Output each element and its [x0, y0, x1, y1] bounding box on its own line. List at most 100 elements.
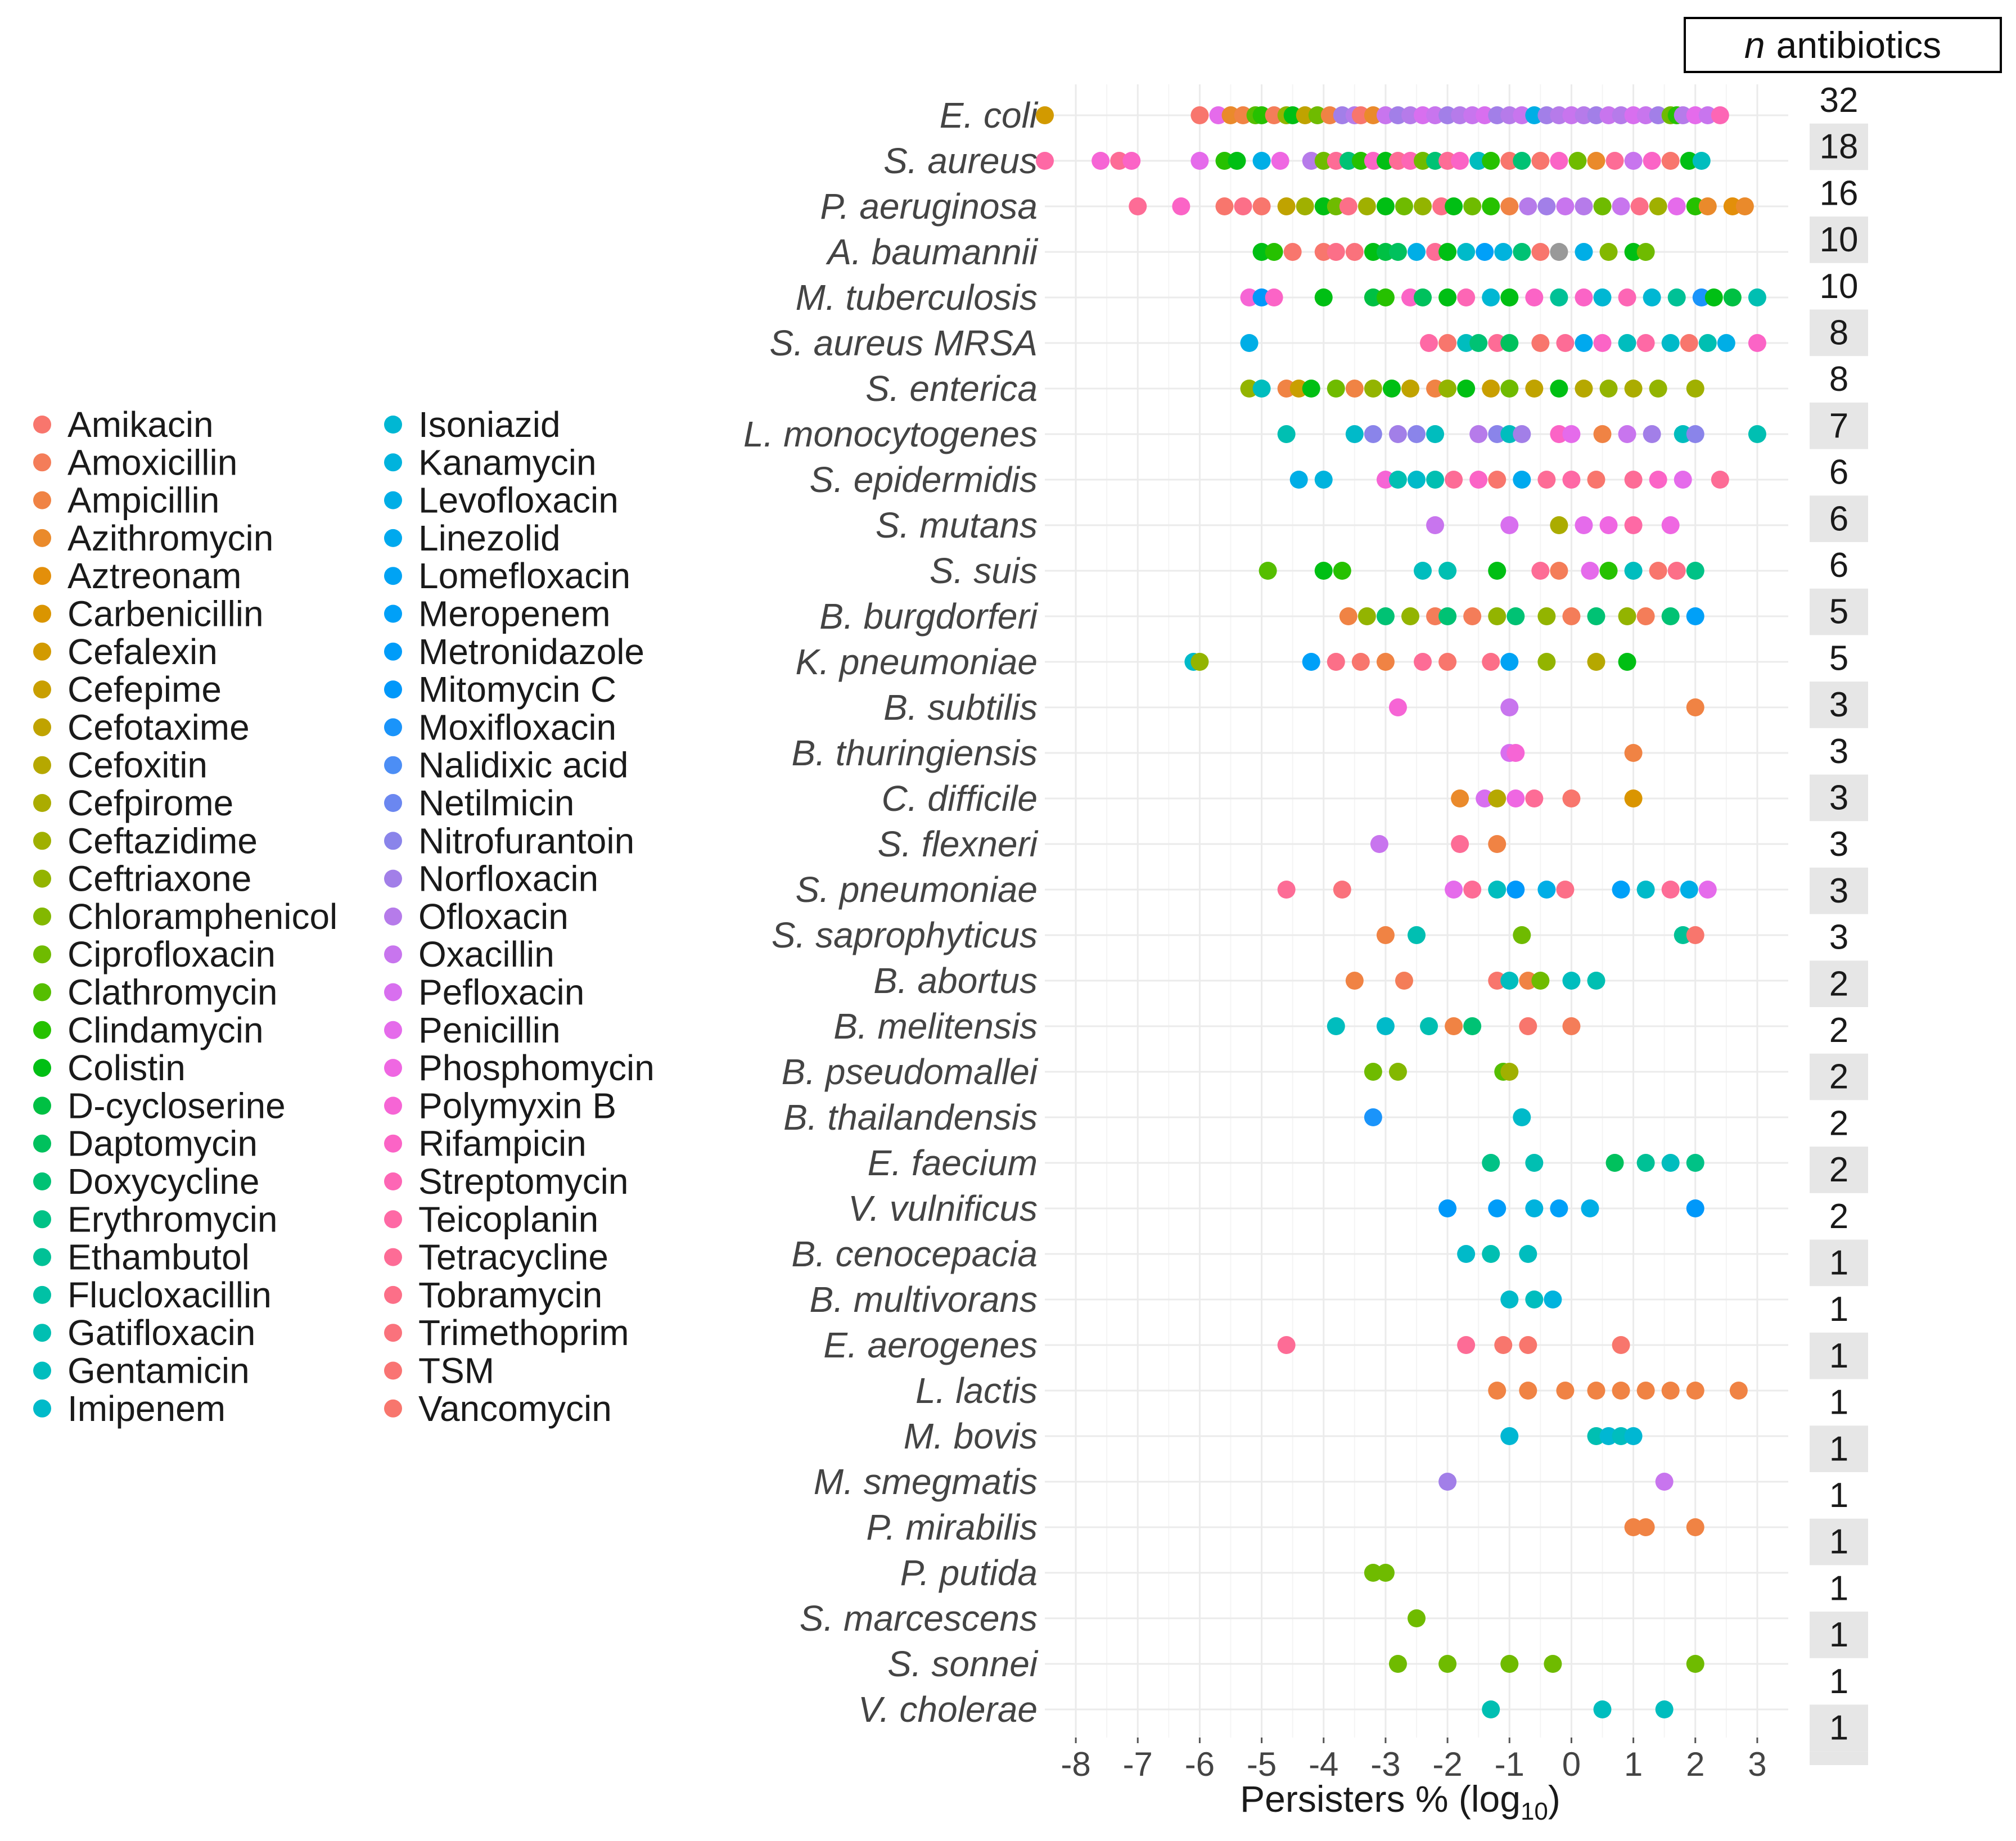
data-point: [1550, 243, 1568, 261]
data-point: [1537, 471, 1556, 489]
data-point: [1357, 197, 1376, 215]
legend-label: Kanamycin: [418, 442, 597, 482]
legend-swatch: [384, 945, 402, 964]
data-point: [1296, 197, 1314, 215]
legend-swatch: [384, 1285, 402, 1304]
legend-label: Ceftriaxone: [67, 859, 251, 899]
legend-label: Ethambutol: [67, 1237, 250, 1278]
x-axis-title: Persisters % (log10): [1240, 1778, 1561, 1825]
data-point: [1575, 106, 1593, 124]
data-point: [1686, 1154, 1704, 1172]
data-point: [1488, 562, 1507, 580]
data-point: [1636, 334, 1655, 352]
data-point: [1376, 152, 1395, 170]
data-point: [1680, 334, 1698, 352]
legend-label: Clindamycin: [67, 1010, 264, 1050]
data-point: [1445, 1017, 1463, 1035]
data-point: [1562, 789, 1581, 807]
data-point: [1556, 1382, 1575, 1400]
legend-label: Gentamicin: [67, 1351, 250, 1391]
x-tick-label: -5: [1247, 1745, 1277, 1783]
data-point: [1686, 1655, 1704, 1673]
count-label: 1: [1829, 1429, 1848, 1468]
legend-label: Phosphomycin: [418, 1048, 655, 1088]
species-label: S. marcescens: [800, 1598, 1038, 1639]
data-point: [1618, 425, 1636, 443]
count-cell-bg: [1810, 1053, 1868, 1100]
data-point: [1488, 607, 1507, 625]
data-point: [1457, 1336, 1476, 1354]
data-point: [1537, 607, 1556, 625]
count-label: 2: [1829, 1104, 1848, 1143]
legend-label: Tetracycline: [418, 1237, 608, 1278]
data-point: [1636, 106, 1655, 124]
data-point: [1537, 197, 1556, 215]
count-label: 3: [1829, 825, 1848, 864]
legend-label: Streptomycin: [418, 1161, 628, 1202]
data-point: [1445, 881, 1463, 899]
data-point: [1463, 607, 1482, 625]
data-point: [1277, 1336, 1296, 1354]
species-label: B. multivorans: [810, 1279, 1038, 1320]
data-point: [1513, 471, 1531, 489]
data-point: [1351, 106, 1370, 124]
legend-label: Amoxicillin: [67, 442, 237, 482]
legend-label: Ofloxacin: [418, 896, 569, 937]
legend-swatch: [33, 529, 51, 547]
data-point: [1500, 425, 1519, 443]
x-tick-label: -2: [1432, 1745, 1462, 1783]
x-tick-label: 0: [1562, 1745, 1581, 1783]
data-point: [1686, 926, 1704, 944]
data-point: [1507, 881, 1525, 899]
data-point: [1320, 106, 1339, 124]
data-point: [1723, 197, 1742, 215]
legend-label: Lomefloxacin: [418, 556, 630, 596]
data-point: [1686, 607, 1704, 625]
data-point: [1500, 380, 1519, 398]
data-point: [1550, 288, 1568, 306]
data-point: [1376, 653, 1395, 671]
data-point: [1575, 288, 1593, 306]
legend-label: Vancomycin: [418, 1388, 612, 1429]
data-point: [1420, 334, 1438, 352]
data-point: [1698, 334, 1717, 352]
legend-swatch: [384, 983, 402, 1001]
data-point: [1624, 471, 1643, 489]
data-point: [1215, 152, 1234, 170]
data-point: [1426, 471, 1445, 489]
data-point: [1283, 106, 1302, 124]
data-point: [1674, 471, 1692, 489]
data-point: [1748, 425, 1766, 443]
x-tick-label: 3: [1748, 1745, 1766, 1783]
legend-label: Pefloxacin: [418, 972, 584, 1013]
data-point: [1624, 380, 1643, 398]
data-point: [1643, 152, 1661, 170]
data-point: [1556, 334, 1575, 352]
data-point: [1513, 243, 1531, 261]
data-point: [1438, 562, 1457, 580]
data-point: [1661, 516, 1680, 534]
data-point: [1513, 425, 1531, 443]
count-label: 1: [1829, 1476, 1848, 1515]
legend-label: Nitrofurantoin: [418, 820, 634, 861]
data-point: [1271, 152, 1289, 170]
data-point: [1599, 1427, 1618, 1445]
legend-swatch: [384, 1210, 402, 1229]
data-point: [1252, 106, 1271, 124]
data-point: [1482, 197, 1500, 215]
data-point: [1525, 1199, 1544, 1217]
species-label: B. thuringiensis: [791, 733, 1038, 773]
species-label: B. cenocepacia: [791, 1234, 1038, 1274]
data-point: [1587, 106, 1605, 124]
legend-label: Cefalexin: [67, 631, 218, 672]
data-point: [1605, 152, 1624, 170]
legend-swatch: [384, 1324, 402, 1342]
data-point: [1234, 197, 1252, 215]
data-point: [1302, 653, 1320, 671]
data-point: [1537, 653, 1556, 671]
data-point: [1500, 698, 1519, 716]
legend-swatch: [384, 1361, 402, 1380]
data-point: [1587, 1382, 1605, 1400]
data-point: [1327, 152, 1345, 170]
